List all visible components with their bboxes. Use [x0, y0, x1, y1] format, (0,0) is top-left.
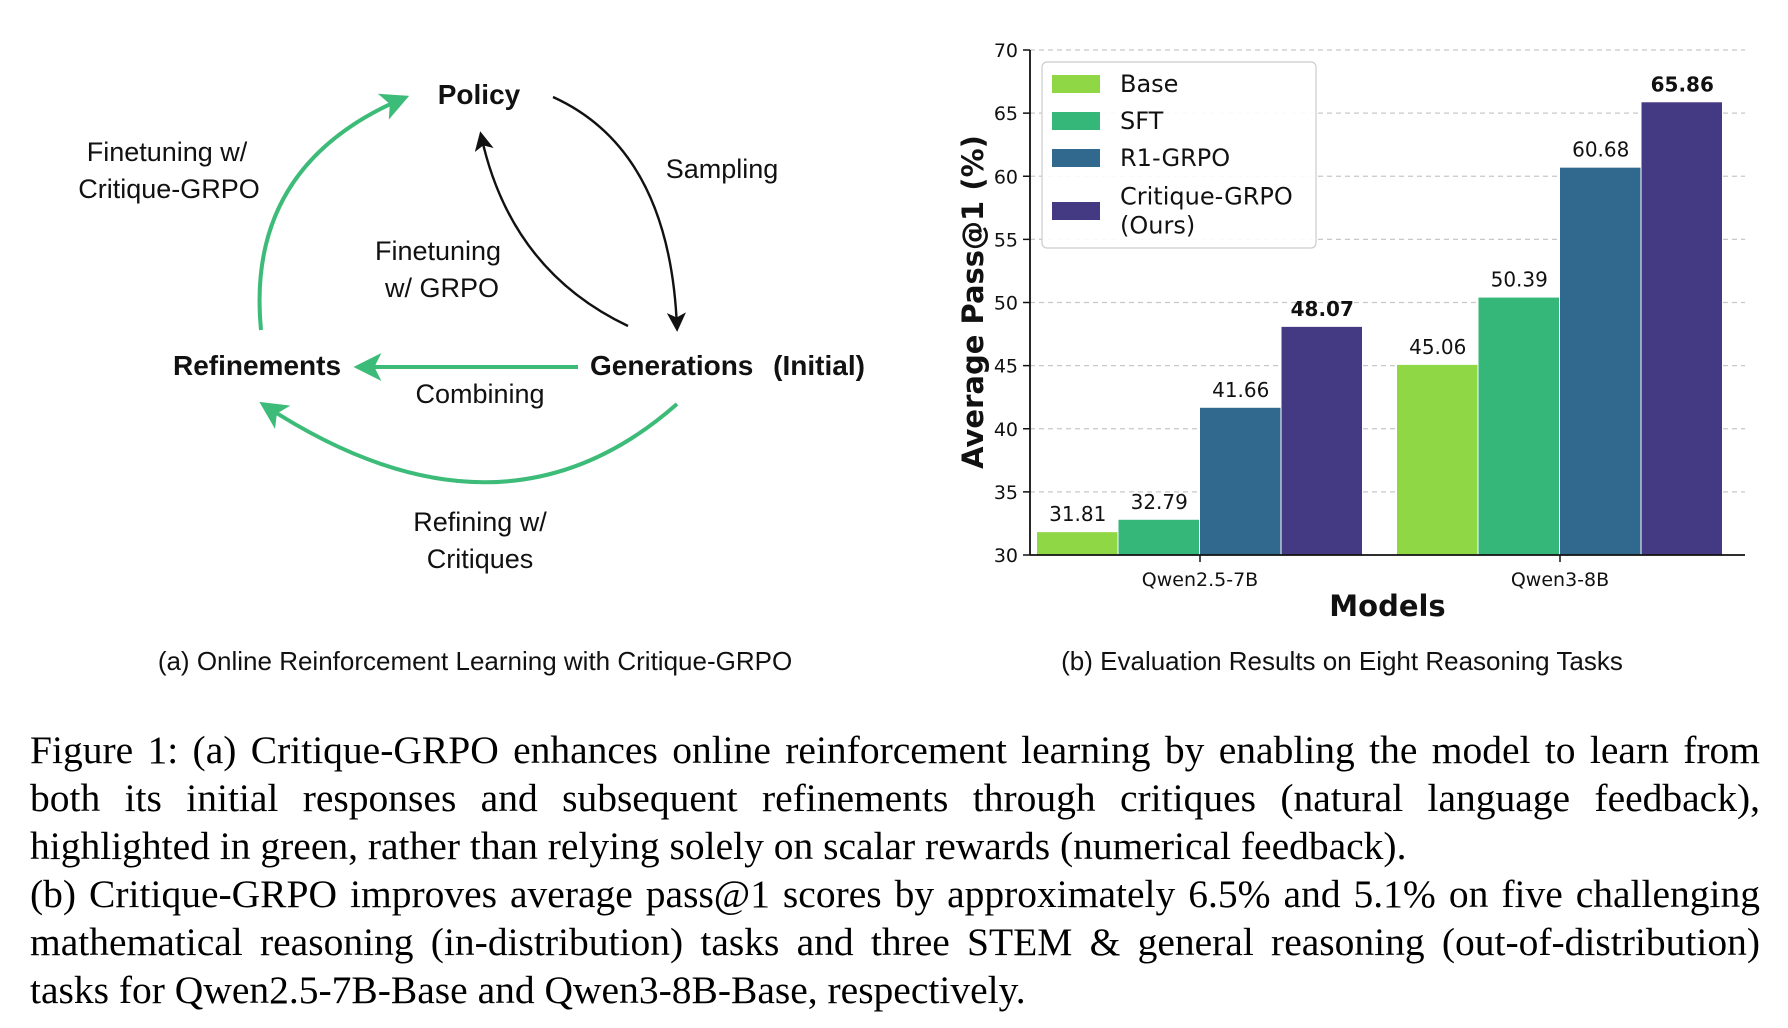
figure-canvas: Policy Refinements Generations (Initial)…: [78, 40, 1745, 676]
ytick-label: 70: [994, 40, 1018, 62]
bar: [1641, 102, 1722, 555]
bar: [1037, 532, 1118, 555]
bar-value-label: 45.06: [1409, 335, 1466, 359]
chart-yticks: 30 35 40 45 50 55 60 65 70: [994, 40, 1030, 567]
figure-caption: Figure 1: (a) Critique-GRPO enhances onl…: [30, 726, 1760, 1014]
ytick-label: 40: [994, 419, 1018, 441]
node-generations-suffix: (Initial): [773, 350, 865, 381]
bar: [1397, 364, 1478, 555]
edge-finetuning-critique-arrow: [257, 93, 410, 331]
edge-label-finetuning-grpo-1: Finetuning: [375, 236, 501, 266]
legend-swatch: [1052, 149, 1100, 167]
edge-sampling-arrow: [552, 95, 686, 332]
bar-value-label: 50.39: [1491, 268, 1548, 292]
edge-label-refining-2: Critiques: [427, 544, 534, 574]
bar: [1200, 407, 1281, 555]
chart-xticks: Qwen2.5-7B Qwen3-8B: [1142, 555, 1609, 591]
bar-value-label: 32.79: [1131, 490, 1188, 514]
edge-label-combining: Combining: [415, 379, 544, 409]
node-policy: Policy: [438, 79, 521, 110]
node-generations-label: Generations: [590, 350, 753, 381]
bar: [1478, 297, 1559, 555]
edge-label-sampling: Sampling: [666, 154, 779, 184]
xtick-label: Qwen3-8B: [1511, 569, 1609, 591]
ytick-label: 60: [994, 166, 1018, 188]
xtick-label: Qwen2.5-7B: [1142, 569, 1258, 591]
edge-finetuning-grpo-arrow: [474, 131, 629, 328]
ytick-label: 30: [994, 545, 1018, 567]
bar-chart: 30 35 40 45 50 55 60 65 70 Qwen2.5-7B Qwen3-8B 31…: [956, 40, 1745, 676]
ytick-label: 45: [994, 356, 1018, 378]
ytick-label: 35: [994, 482, 1018, 504]
legend-label: Base: [1120, 70, 1178, 98]
node-generations: Generations (Initial): [590, 350, 865, 381]
caption-paragraph-b: (b) Critique-GRPO improves average pass@…: [30, 872, 1760, 1012]
bar: [1281, 326, 1362, 555]
bar-value-label: 65.86: [1651, 72, 1714, 96]
ytick-label: 65: [994, 103, 1018, 125]
edge-label-finetuning-critique-2: Critique-GRPO: [78, 174, 260, 204]
node-refinements: Refinements: [173, 350, 341, 381]
legend-label: R1-GRPO: [1120, 144, 1230, 172]
ytick-label: 55: [994, 229, 1018, 251]
edge-label-finetuning-critique-1: Finetuning w/: [87, 137, 248, 167]
diagram-panel: Policy Refinements Generations (Initial)…: [78, 79, 865, 676]
chart-bar-labels: 31.81 32.79 41.66 48.07 45.06 50.39 60.68 65.86: [1049, 72, 1714, 526]
bar-value-label: 60.68: [1572, 138, 1629, 162]
legend-swatch: [1052, 202, 1100, 220]
subcaption-a: (a) Online Reinforcement Learning with C…: [158, 646, 792, 676]
legend-label: SFT: [1120, 107, 1164, 135]
bar-value-label: 48.07: [1291, 297, 1354, 321]
edge-label-refining-1: Refining w/: [413, 507, 547, 537]
chart-bars: [1037, 102, 1722, 556]
legend-label: (Ours): [1120, 212, 1195, 240]
caption-paragraph-a: Figure 1: (a) Critique-GRPO enhances onl…: [30, 728, 1760, 868]
bar-value-label: 31.81: [1049, 502, 1106, 526]
bar-value-label: 41.66: [1212, 378, 1269, 402]
edge-label-finetuning-grpo-2: w/ GRPO: [384, 273, 499, 303]
bar: [1560, 167, 1641, 556]
legend-swatch: [1052, 75, 1100, 93]
chart-ylabel: Average Pass@1 (%): [956, 135, 990, 469]
legend-swatch: [1052, 112, 1100, 130]
chart-xlabel: Models: [1329, 589, 1445, 623]
bar: [1118, 519, 1199, 555]
ytick-label: 50: [994, 293, 1018, 315]
edge-refining-arrow: [259, 401, 679, 485]
subcaption-b: (b) Evaluation Results on Eight Reasonin…: [1061, 646, 1623, 676]
legend-frame: [1041, 61, 1317, 249]
legend-label: Critique-GRPO: [1120, 183, 1293, 211]
chart-legend: Base SFT R1-GRPO Critique-GRPO(Ours): [1041, 61, 1317, 249]
